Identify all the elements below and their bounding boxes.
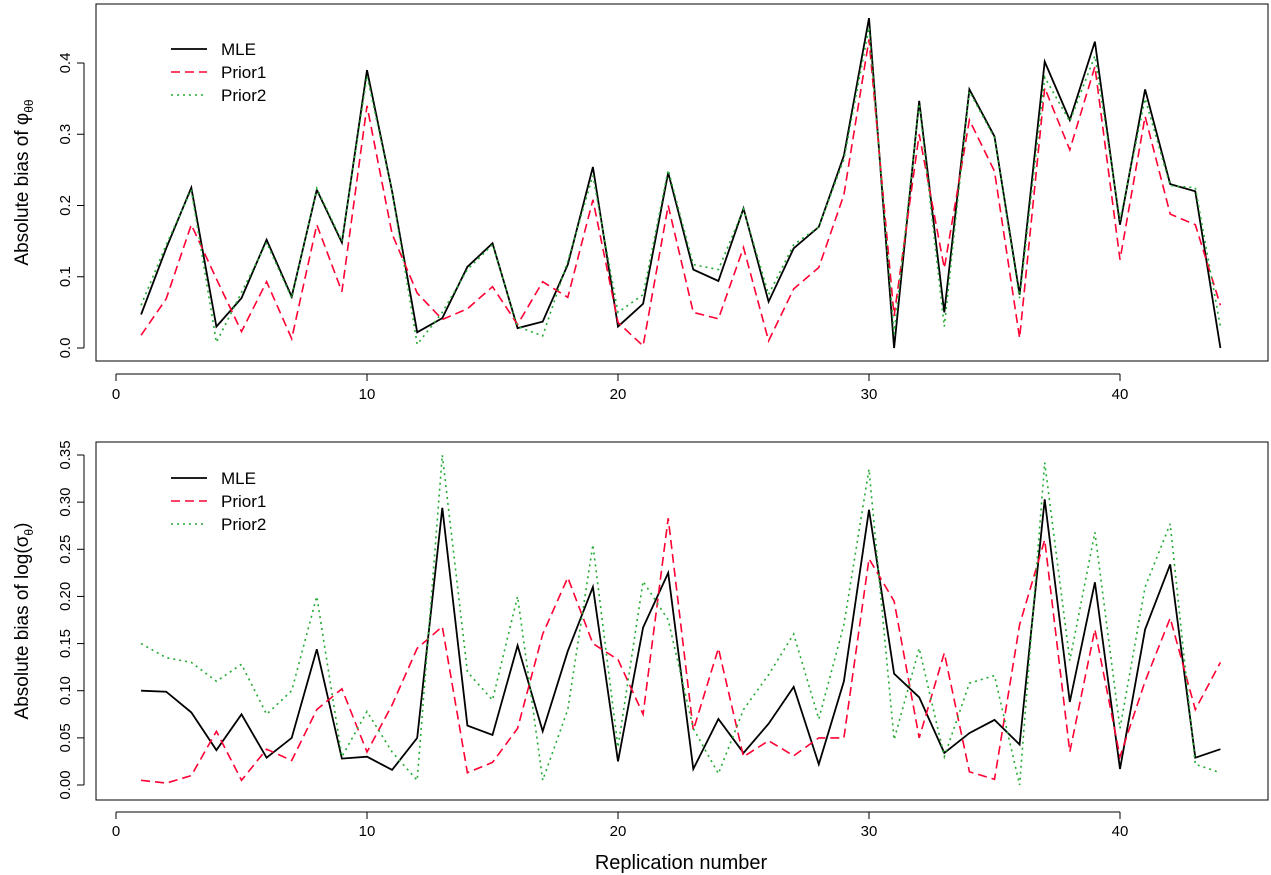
- series-line-prior2: [140, 454, 1221, 786]
- y-axis-label: Absolute bias of φθθ: [12, 99, 36, 265]
- x-tick-label: 30: [861, 823, 878, 840]
- y-tick-label: 0.00: [57, 770, 74, 799]
- series-line-mle: [141, 499, 1221, 773]
- y-tick-label: 0.0: [57, 338, 74, 359]
- figure-x-axis-label: Replication number: [595, 852, 768, 874]
- x-tick-label: 30: [861, 386, 878, 403]
- y-axis-label: Absolute bias of log(σθ): [12, 523, 36, 720]
- y-tick-label: 0.4: [57, 53, 74, 74]
- plot-frame: [95, 441, 1269, 801]
- legend-label-prior1: Prior1: [221, 492, 266, 511]
- legend-label-prior2: Prior2: [221, 86, 266, 105]
- y-tick-label: 0.30: [57, 488, 74, 517]
- series-line-prior1: [141, 518, 1222, 784]
- y-tick-label: 0.10: [57, 676, 74, 705]
- y-tick-label: 0.1: [57, 266, 74, 287]
- legend-label-mle: MLE: [221, 40, 256, 59]
- panel-top-phi: 0 10 20 30 40 0.0 0.1 0.2 0.3 0.4 Absolute bias of…: [12, 3, 1269, 403]
- x-tick-label: 0: [112, 823, 120, 840]
- series-line-mle: [140, 17, 1222, 349]
- y-tick-label: 0.2: [57, 195, 74, 216]
- y-tick-label: 0.35: [57, 440, 74, 469]
- legend-label-prior1: Prior1: [221, 63, 266, 82]
- x-tick-label: 40: [1112, 823, 1129, 840]
- series-line-prior1: [140, 39, 1222, 348]
- x-tick-label: 40: [1112, 386, 1129, 403]
- y-tick-label: 0.05: [57, 723, 74, 752]
- panel-bottom-log-sigma: 0 10 20 30 40 0.00 0.05 0.10 0.15 0.20 0.25 0.30 0.3…: [12, 440, 1269, 840]
- y-tick-label: 0.20: [57, 582, 74, 611]
- plot-frame: [95, 3, 1269, 362]
- y-tick-label: 0.25: [57, 535, 74, 564]
- y-tick-label: 0.3: [57, 124, 74, 145]
- x-tick-label: 10: [359, 823, 376, 840]
- x-tick-label: 0: [112, 386, 120, 403]
- legend-label-prior2: Prior2: [221, 515, 266, 534]
- series-line-prior2: [140, 27, 1222, 347]
- y-tick-label: 0.15: [57, 629, 74, 658]
- legend-label-mle: MLE: [221, 469, 256, 488]
- x-tick-label: 20: [610, 386, 627, 403]
- x-tick-label: 10: [359, 386, 376, 403]
- x-tick-label: 20: [610, 823, 627, 840]
